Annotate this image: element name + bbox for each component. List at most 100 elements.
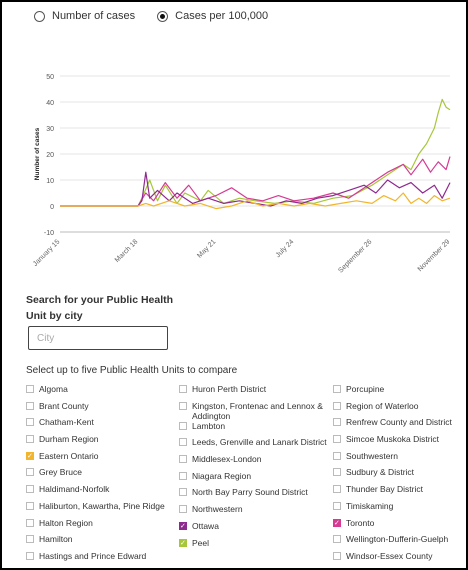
checkbox[interactable] [179, 438, 187, 447]
checkbox[interactable] [333, 451, 341, 460]
checkbox[interactable] [179, 385, 187, 393]
phu-option[interactable]: Toronto [333, 518, 463, 535]
phu-option[interactable]: Southwestern [333, 451, 463, 468]
phu-option[interactable]: Kingston, Frontenac and Lennox & Addingt… [179, 401, 329, 421]
checkbox[interactable] [179, 505, 187, 514]
checkbox-checked[interactable] [333, 518, 341, 528]
phu-option[interactable]: Brant County [26, 401, 176, 418]
phu-option[interactable]: Leeds, Grenville and Lanark District [179, 437, 329, 454]
phu-option[interactable]: Simcoe Muskoka District [333, 434, 463, 451]
radio-circle-selected[interactable] [157, 10, 169, 22]
checkbox[interactable] [26, 518, 34, 527]
phu-option[interactable]: Region of Waterloo [333, 401, 463, 418]
phu-option[interactable]: Wellington-Dufferin-Guelph [333, 534, 463, 551]
city-search-input[interactable] [28, 326, 168, 350]
y-tick-label: 0 [50, 204, 54, 211]
phu-option[interactable]: Middlesex-London [179, 454, 329, 471]
phu-label: Halton Region [39, 517, 93, 528]
checkbox-checked[interactable] [179, 521, 187, 531]
checkbox[interactable] [26, 501, 34, 510]
checkbox[interactable] [333, 468, 341, 477]
checkbox[interactable] [333, 535, 341, 544]
phu-option[interactable]: Renfrew County and District [333, 417, 463, 434]
radio-circle[interactable] [34, 10, 45, 22]
checkbox[interactable] [26, 385, 34, 393]
phu-option[interactable]: Ottawa [179, 521, 329, 538]
phu-option[interactable]: Northwestern [179, 504, 329, 521]
phu-column-2: Huron Perth District Kingston, Frontenac … [179, 384, 329, 554]
checkbox-checked[interactable] [179, 538, 187, 548]
phu-label: Wellington-Dufferin-Guelph [346, 534, 449, 545]
y-tick-label: 50 [46, 74, 54, 81]
checkbox[interactable] [179, 471, 187, 480]
checkbox[interactable] [26, 418, 34, 427]
phu-label: Haldimand-Norfolk [39, 484, 110, 495]
phu-label: Hamilton [39, 534, 73, 545]
checkbox[interactable] [26, 435, 34, 444]
x-tick-label: July 24 [275, 238, 296, 259]
cases-line-chart: -10 0 10 20 30 40 50 Number of cases January 15 M… [32, 74, 452, 275]
y-tick-label: 40 [46, 100, 54, 107]
phu-option[interactable]: Durham Region [26, 434, 176, 451]
phu-label: Porcupine [346, 384, 385, 394]
phu-option[interactable]: Chatham-Kent [26, 417, 176, 434]
checkbox[interactable] [333, 385, 341, 393]
phu-option[interactable]: Hastings and Prince Edward [26, 551, 176, 568]
phu-option[interactable]: Porcupine [333, 384, 463, 401]
phu-option[interactable]: Algoma [26, 384, 176, 401]
checkbox[interactable] [179, 401, 187, 410]
search-title: Search for your Public Health Unit by ci… [26, 294, 174, 322]
phu-option[interactable]: Lambton [179, 421, 329, 438]
phu-label: Region of Waterloo [346, 400, 419, 411]
phu-option[interactable]: Hamilton [26, 534, 176, 551]
phu-option[interactable]: Halton Region [26, 518, 176, 535]
phu-option[interactable]: Eastern Ontario [26, 451, 176, 468]
phu-option[interactable]: Haldimand-Norfolk [26, 484, 176, 501]
checkbox[interactable] [26, 401, 34, 410]
phu-label: Southwestern [346, 450, 398, 461]
phu-option[interactable]: Windsor-Essex County [333, 551, 463, 568]
checkbox-checked[interactable] [26, 451, 34, 461]
series-line-toronto [60, 156, 451, 207]
phu-label: Timiskaming [346, 500, 394, 511]
radio-number-of-cases[interactable]: Number of cases [34, 10, 135, 22]
phu-option[interactable]: Grey Bruce [26, 467, 176, 484]
checkbox[interactable] [333, 501, 341, 510]
phu-label: Haliburton, Kawartha, Pine Ridge [39, 500, 165, 511]
checkbox[interactable] [333, 418, 341, 427]
checkbox[interactable] [26, 535, 34, 544]
phu-label: Eastern Ontario [39, 450, 99, 461]
phu-option[interactable]: Thunder Bay District [333, 484, 463, 501]
x-tick-label: September 26 [337, 238, 373, 274]
phu-label: Northwestern [192, 504, 243, 515]
checkbox[interactable] [26, 468, 34, 477]
phu-option[interactable]: North Bay Parry Sound District [179, 487, 329, 504]
y-axis-label: Number of cases [34, 127, 41, 180]
checkbox[interactable] [333, 435, 341, 444]
checkbox[interactable] [179, 421, 187, 430]
phu-option[interactable]: Timiskaming [333, 501, 463, 518]
phu-label: Middlesex-London [192, 454, 262, 465]
phu-option[interactable]: Huron Perth District [179, 384, 329, 401]
phu-option[interactable]: Peel [179, 538, 329, 555]
phu-label: Simcoe Muskoka District [346, 434, 440, 445]
checkbox[interactable] [26, 551, 34, 560]
checkbox[interactable] [333, 401, 341, 410]
checkbox[interactable] [179, 455, 187, 464]
phu-option[interactable]: Haliburton, Kawartha, Pine Ridge [26, 501, 176, 518]
phu-option[interactable]: Sudbury & District [333, 467, 463, 484]
y-tick-label: 20 [46, 152, 54, 159]
x-tick-label: November 29 [417, 238, 452, 273]
metric-toggle: Number of cases Cases per 100,000 [34, 10, 268, 22]
phu-label: Ottawa [192, 520, 219, 531]
phu-label: Renfrew County and District [346, 417, 452, 428]
phu-label: Hastings and Prince Edward [39, 550, 147, 561]
checkbox[interactable] [333, 551, 341, 560]
radio-cases-per-100000[interactable]: Cases per 100,000 [157, 10, 268, 22]
phu-label: Sudbury & District [346, 467, 415, 478]
phu-option[interactable]: Niagara Region [179, 471, 329, 488]
checkbox[interactable] [26, 485, 34, 494]
x-tick-label: January 15 [32, 238, 62, 268]
checkbox[interactable] [179, 488, 187, 497]
checkbox[interactable] [333, 485, 341, 494]
